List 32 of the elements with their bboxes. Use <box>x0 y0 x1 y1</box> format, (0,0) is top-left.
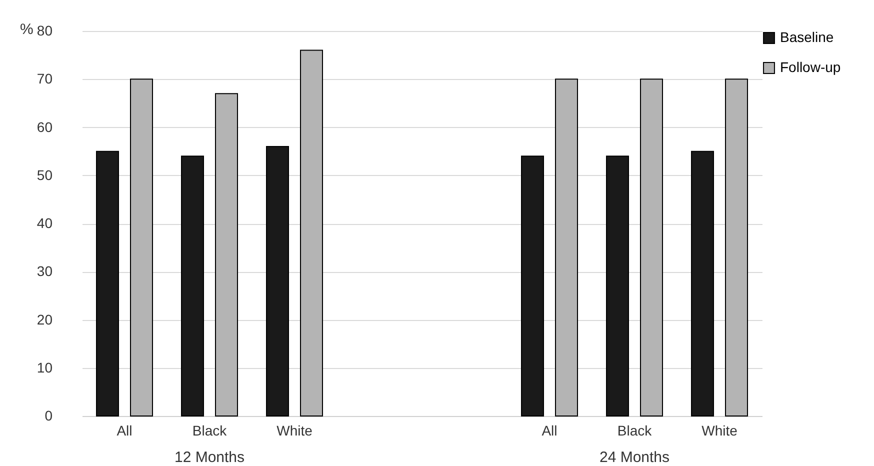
x-tick-label: All <box>116 422 132 438</box>
x-tick-label: White <box>276 422 313 438</box>
text: 24 Months <box>599 449 670 466</box>
bar <box>691 150 714 416</box>
bar <box>555 78 578 416</box>
bar <box>725 78 748 416</box>
bar <box>181 156 204 416</box>
y-tick-label: 0 <box>44 408 53 424</box>
y-tick-label: 60 <box>36 118 53 135</box>
x-tick-label: Black <box>192 422 228 438</box>
bar <box>300 50 323 416</box>
y-tick-label: 80 <box>36 22 53 38</box>
y-tick-label: 70 <box>36 70 53 87</box>
legend-label: Follow-up <box>780 59 841 75</box>
bar <box>266 146 289 416</box>
legend-label: Baseline <box>780 29 834 45</box>
y-tick-label: 10 <box>36 359 53 376</box>
bar <box>521 156 544 416</box>
y-axis-title: % <box>20 21 34 38</box>
bar <box>130 78 153 416</box>
x-tick-label: White <box>702 422 738 438</box>
x-tick-label: All <box>542 422 558 438</box>
y-tick-label: 30 <box>36 263 53 280</box>
bar <box>96 150 119 416</box>
bar <box>640 78 663 416</box>
y-tick-label: 40 <box>36 215 53 231</box>
bar <box>215 93 238 416</box>
bar <box>606 156 629 416</box>
y-tick-label: 20 <box>36 311 53 328</box>
y-tick-label: 50 <box>36 166 53 183</box>
text: 12 Months <box>174 449 245 466</box>
x-tick-label: Black <box>617 422 653 438</box>
